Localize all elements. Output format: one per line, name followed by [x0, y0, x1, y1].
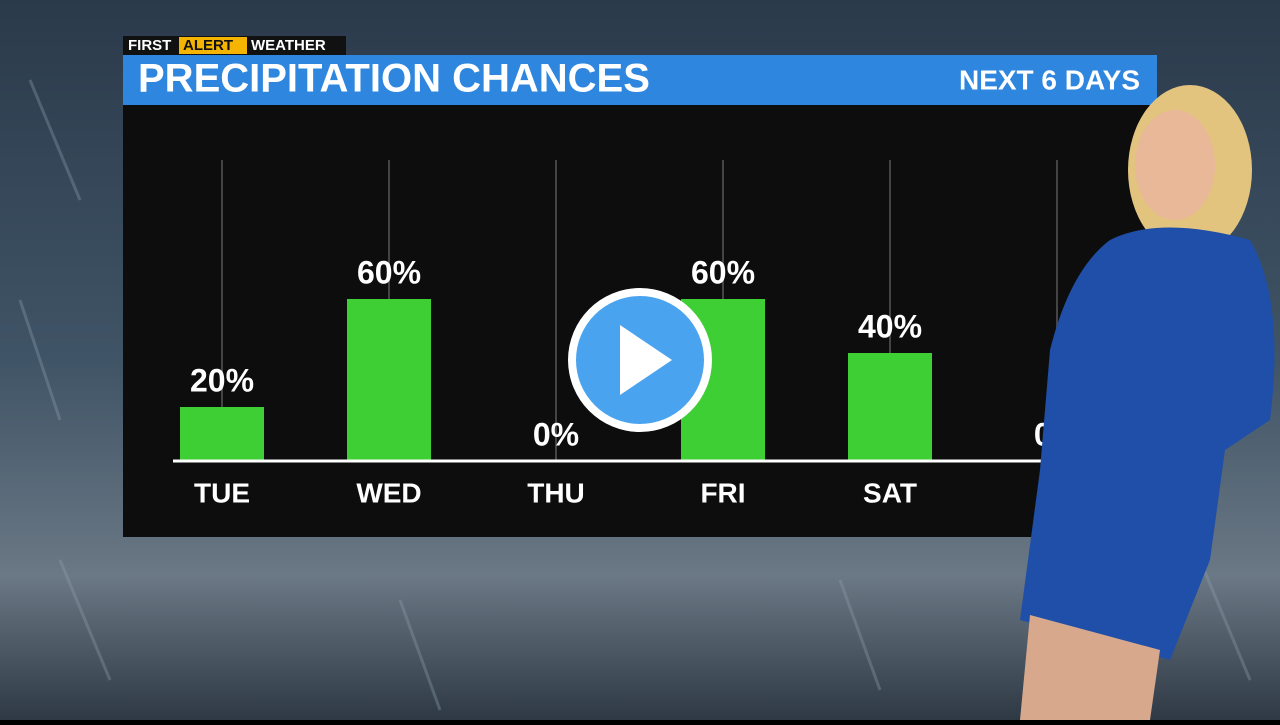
logo-text: ALERT — [183, 37, 233, 54]
value-label: 60% — [691, 254, 755, 290]
value-label: 60% — [357, 254, 421, 290]
x-tick-label: FRI — [700, 477, 745, 508]
logo-text: FIRST — [128, 37, 171, 54]
chart-subtitle: NEXT 6 DAYS — [959, 64, 1140, 95]
presenter — [568, 85, 1275, 720]
value-label: 0% — [533, 416, 579, 452]
bar — [347, 299, 431, 461]
rain-streaks — [18, 79, 1252, 711]
play-icon — [620, 325, 672, 395]
chart-title: PRECIPITATION CHANCES — [138, 57, 650, 101]
value-label: 20% — [190, 362, 254, 398]
logo-highlight — [179, 37, 247, 54]
value-label: 40% — [858, 308, 922, 344]
bar — [848, 353, 932, 461]
x-tick-label: THU — [527, 477, 585, 508]
x-tick-label: WED — [356, 477, 421, 508]
x-tick-label: TUE — [194, 477, 250, 508]
title-bar — [123, 55, 1157, 105]
x-tick-label: SAT — [863, 477, 917, 508]
bar — [180, 407, 264, 461]
logo-text: WEATHER — [251, 37, 326, 54]
